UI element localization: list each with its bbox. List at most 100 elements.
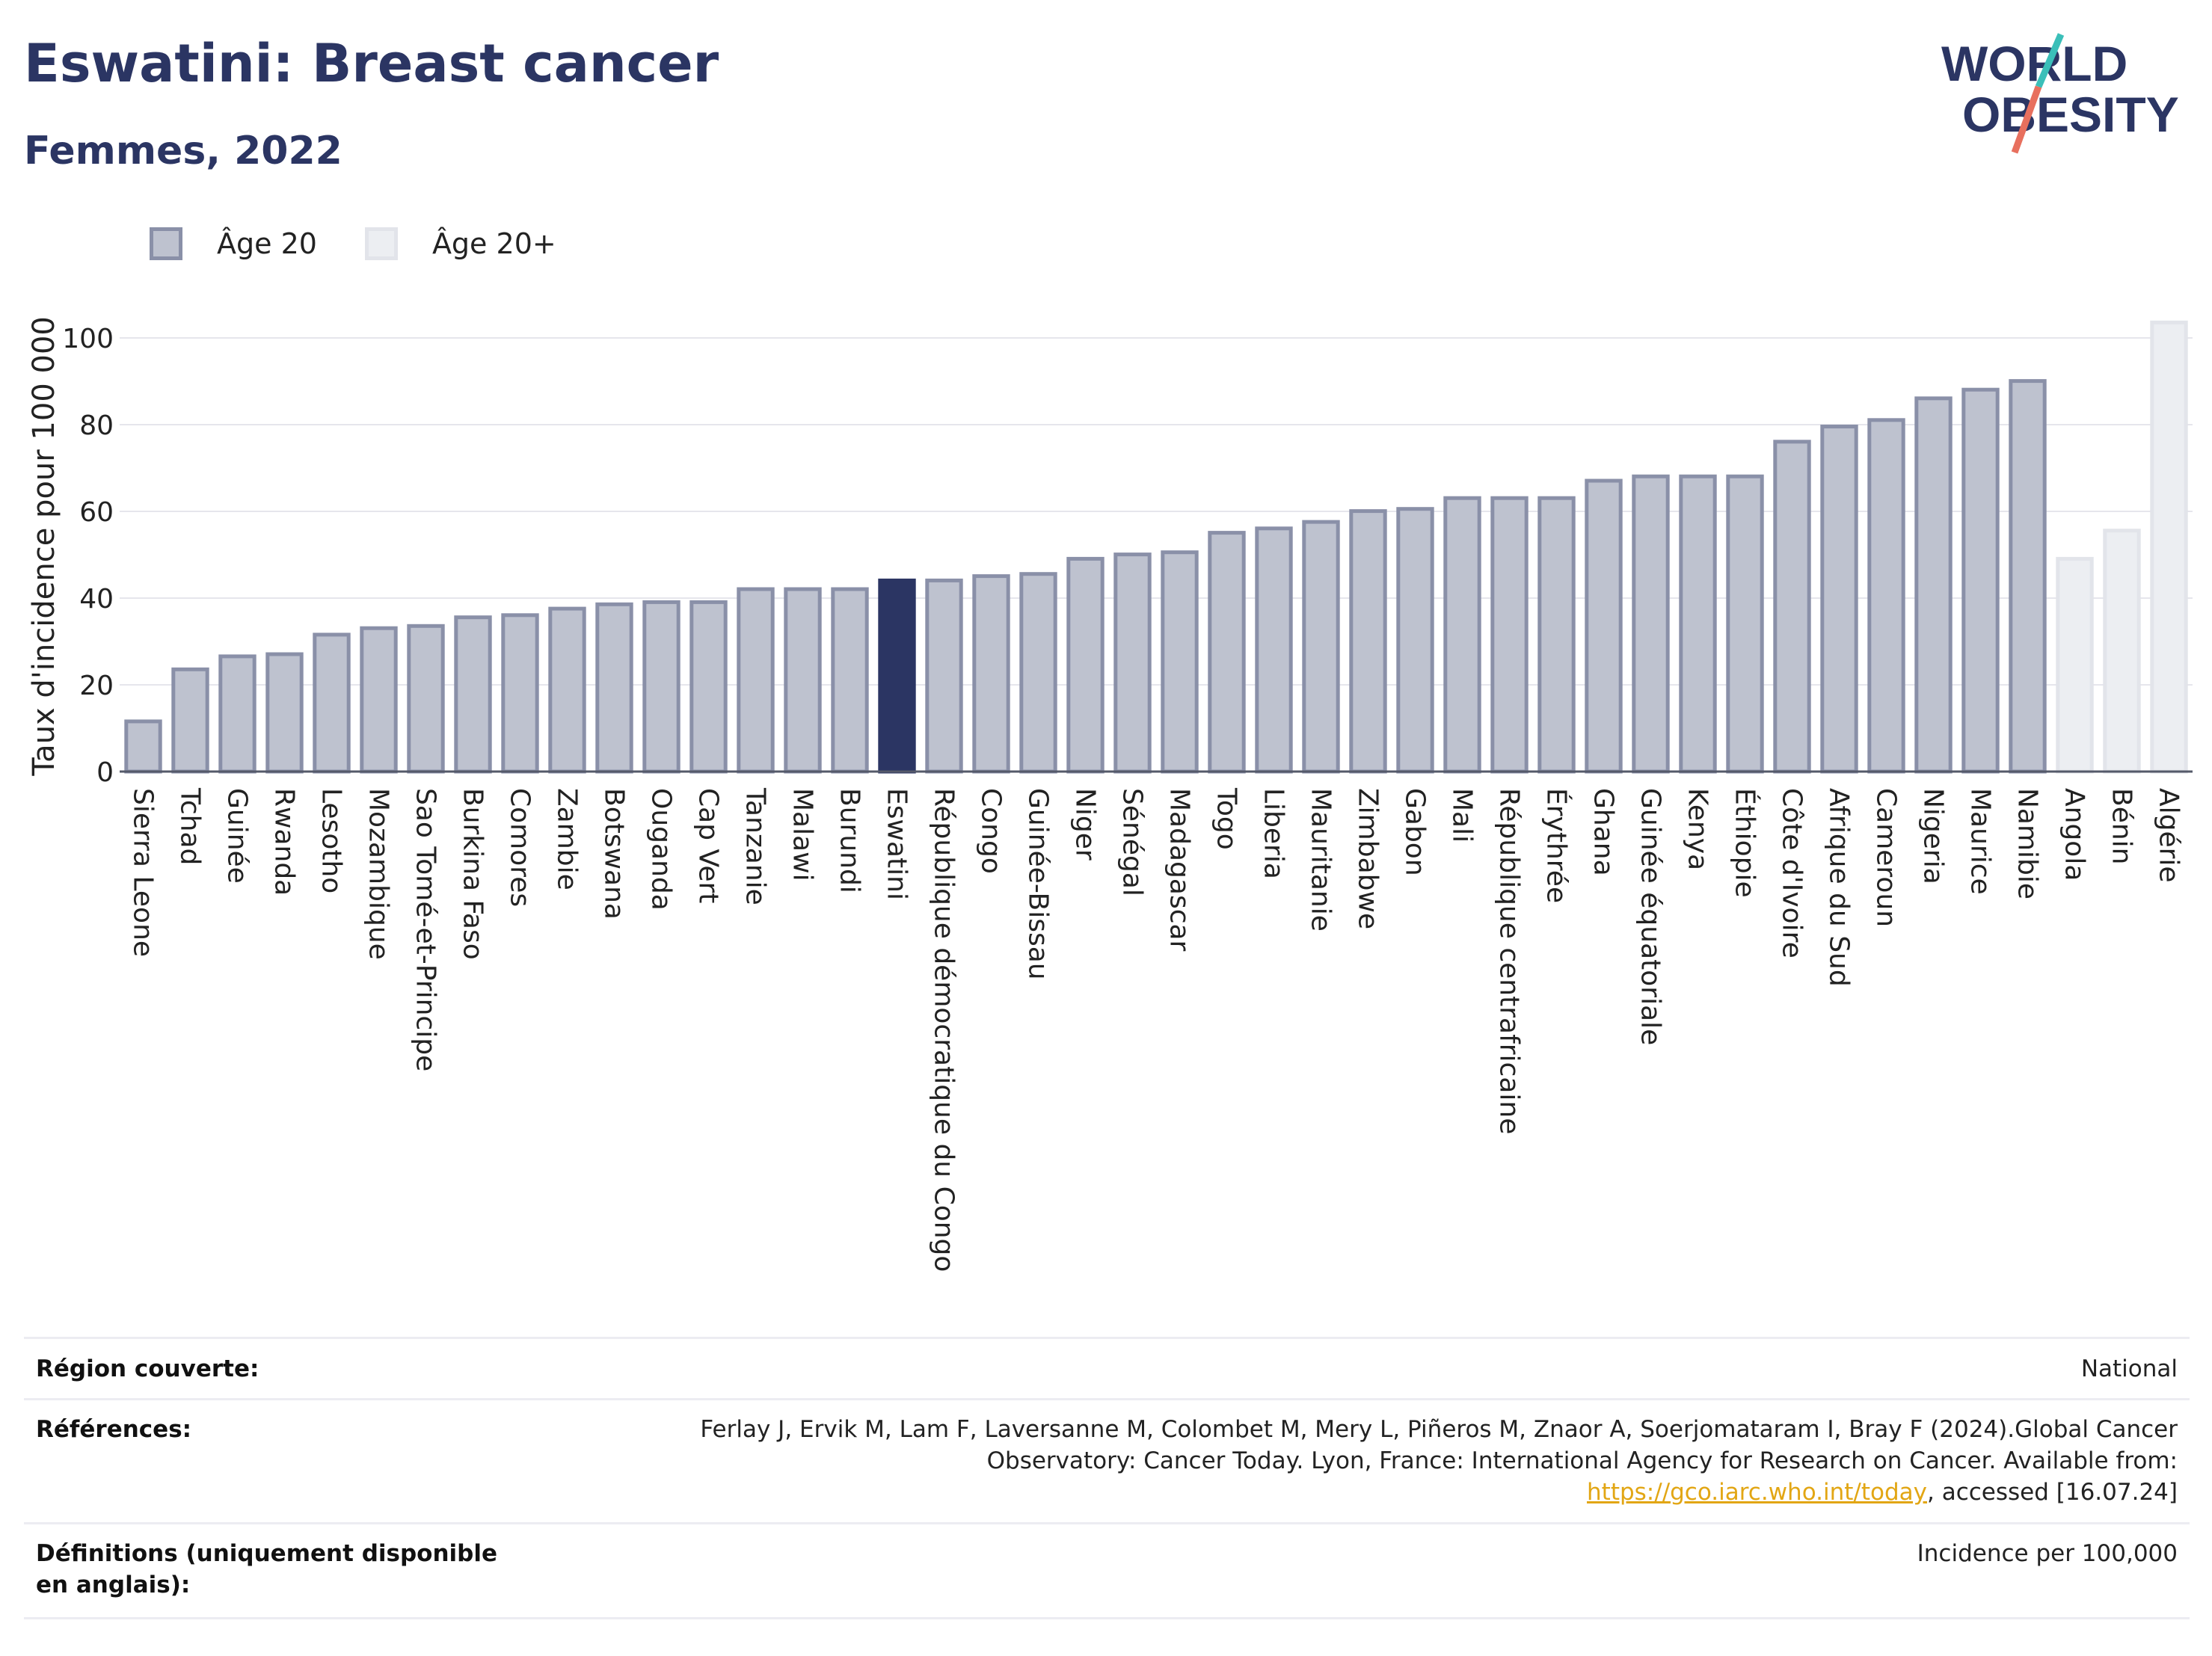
bar xyxy=(1255,526,1293,774)
bar xyxy=(2009,379,2047,774)
bar xyxy=(265,652,304,774)
y-tick-label: 40 xyxy=(79,584,114,615)
info-value-region: National xyxy=(2080,1355,2178,1382)
y-tick-label: 60 xyxy=(79,497,114,528)
x-tick-label: Tanzanie xyxy=(740,787,771,905)
logo-slash-coral xyxy=(2011,85,2042,154)
x-tick-label: Namibie xyxy=(2012,788,2043,899)
info-value-references: Ferlay J, Ervik M, Lam F, Laversanne M, … xyxy=(645,1414,2190,1522)
bar xyxy=(1066,556,1105,774)
x-tick-label: Bénin xyxy=(2107,788,2137,864)
x-tick-label: Sao Tomé-et-Principe xyxy=(411,788,441,1071)
bar xyxy=(2150,320,2188,774)
legend-label-age-20-plus: Âge 20+ xyxy=(431,227,556,260)
x-tick-label: Lesotho xyxy=(316,788,347,893)
world-obesity-logo: WORLD OBESITY xyxy=(1941,33,2179,154)
x-tick-label: Sierra Leone xyxy=(128,788,159,957)
bar xyxy=(171,667,209,774)
bar xyxy=(642,600,681,774)
bar xyxy=(1585,478,1623,774)
info-row-region: Région couverte: National xyxy=(24,1337,2190,1398)
bar xyxy=(1773,440,1811,774)
chart-legend: Âge 20 Âge 20+ xyxy=(150,221,604,266)
bar xyxy=(548,606,586,774)
x-tick-label: Ouganda xyxy=(646,788,677,911)
x-tick-label: Cameroun xyxy=(1871,788,1902,927)
x-tick-label: Afrique du Sud xyxy=(1824,788,1855,987)
x-tick-label: Kenya xyxy=(1683,788,1713,870)
page-title: Eswatini: Breast cancer xyxy=(24,33,719,94)
bar xyxy=(407,624,445,774)
x-tick-label: Maurice xyxy=(1965,788,1996,895)
x-tick-label: Mozambique xyxy=(363,788,394,960)
x-tick-label: Guinée-Bissau xyxy=(1023,788,1054,980)
bar xyxy=(501,613,539,774)
bar xyxy=(1914,396,1953,774)
bar xyxy=(689,600,728,774)
bar xyxy=(1113,552,1152,774)
bar xyxy=(925,578,963,774)
legend-swatch-age-20-plus xyxy=(364,227,398,260)
logo-slash-teal xyxy=(2035,33,2065,88)
legend-swatch-age-20 xyxy=(150,227,182,260)
bar xyxy=(1820,425,1858,774)
x-tick-label: Botswana xyxy=(599,788,630,920)
x-tick-label: Zambie xyxy=(552,788,583,890)
x-tick-label: Eswatini xyxy=(882,788,912,900)
info-label-region: Région couverte: xyxy=(36,1355,259,1382)
x-tick-label: Érythrée xyxy=(1541,788,1573,903)
x-tick-label: Côte d'Ivoire xyxy=(1777,788,1807,958)
y-tick-label: 20 xyxy=(79,671,114,701)
legend-label-age-20: Âge 20 xyxy=(217,227,317,260)
info-row-definitions: Définitions (uniquement disponible en an… xyxy=(24,1522,2190,1619)
x-tick-label: Nigeria xyxy=(1918,788,1949,884)
x-tick-label: Burundi xyxy=(835,788,865,893)
bar xyxy=(2103,529,2141,774)
bar xyxy=(972,574,1010,774)
references-accessed: , accessed [16.07.24] xyxy=(1926,1479,2178,1506)
bar xyxy=(878,578,916,774)
bar xyxy=(1961,387,2000,774)
references-text: Ferlay J, Ervik M, Lam F, Laversanne M, … xyxy=(700,1416,2178,1474)
info-label-references: Références: xyxy=(36,1416,192,1443)
info-label-definitions: Définitions (uniquement disponible en an… xyxy=(36,1540,498,1598)
page-subtitle: Femmes, 2022 xyxy=(24,129,342,173)
x-tick-label: Congo xyxy=(976,788,1007,874)
info-value-definitions: Incidence per 100,000 xyxy=(1917,1540,2178,1567)
bar xyxy=(1349,509,1387,774)
x-tick-label: Éthiopie xyxy=(1730,788,1761,898)
x-tick-label: République centrafricaine xyxy=(1494,788,1525,1134)
logo-word-world: WORLD xyxy=(1941,36,2127,91)
bar xyxy=(737,587,775,774)
bar xyxy=(1632,474,1670,774)
y-tick-label: 100 xyxy=(62,324,114,354)
x-tick-label: Rwanda xyxy=(269,788,300,896)
bar xyxy=(360,626,398,774)
info-row-references: Références: Ferlay J, Ervik M, Lam F, La… xyxy=(24,1398,2190,1522)
x-tick-label: Malawi xyxy=(787,788,818,881)
x-tick-label: Angola xyxy=(2059,788,2090,881)
bar xyxy=(784,587,822,774)
bar xyxy=(124,719,162,774)
x-tick-label: Togo xyxy=(1211,787,1242,850)
legend-item-age-20-plus[interactable]: Âge 20+ xyxy=(364,227,556,260)
bar xyxy=(1208,531,1246,774)
x-tick-label: Cap Vert xyxy=(693,788,724,903)
x-tick-label: Sénégal xyxy=(1117,788,1148,896)
y-tick-label: 0 xyxy=(96,757,114,788)
bar xyxy=(454,615,492,774)
x-tick-label: Comores xyxy=(505,788,535,907)
legend-item-age-20[interactable]: Âge 20 xyxy=(150,227,317,260)
x-tick-label: Tchad xyxy=(175,787,206,865)
bar xyxy=(831,587,869,774)
x-tick-label: République démocratique du Congo xyxy=(929,788,959,1272)
x-tick-label: Gabon xyxy=(1400,788,1431,876)
bar xyxy=(1726,474,1764,774)
references-link[interactable]: https://gco.iarc.who.int/today xyxy=(1587,1479,1927,1506)
info-table: Région couverte: National Références: Fe… xyxy=(24,1337,2190,1619)
x-tick-label: Mali xyxy=(1447,788,1478,843)
x-tick-label: Niger xyxy=(1070,788,1101,861)
bar xyxy=(1443,496,1481,774)
bar xyxy=(2056,556,2094,774)
